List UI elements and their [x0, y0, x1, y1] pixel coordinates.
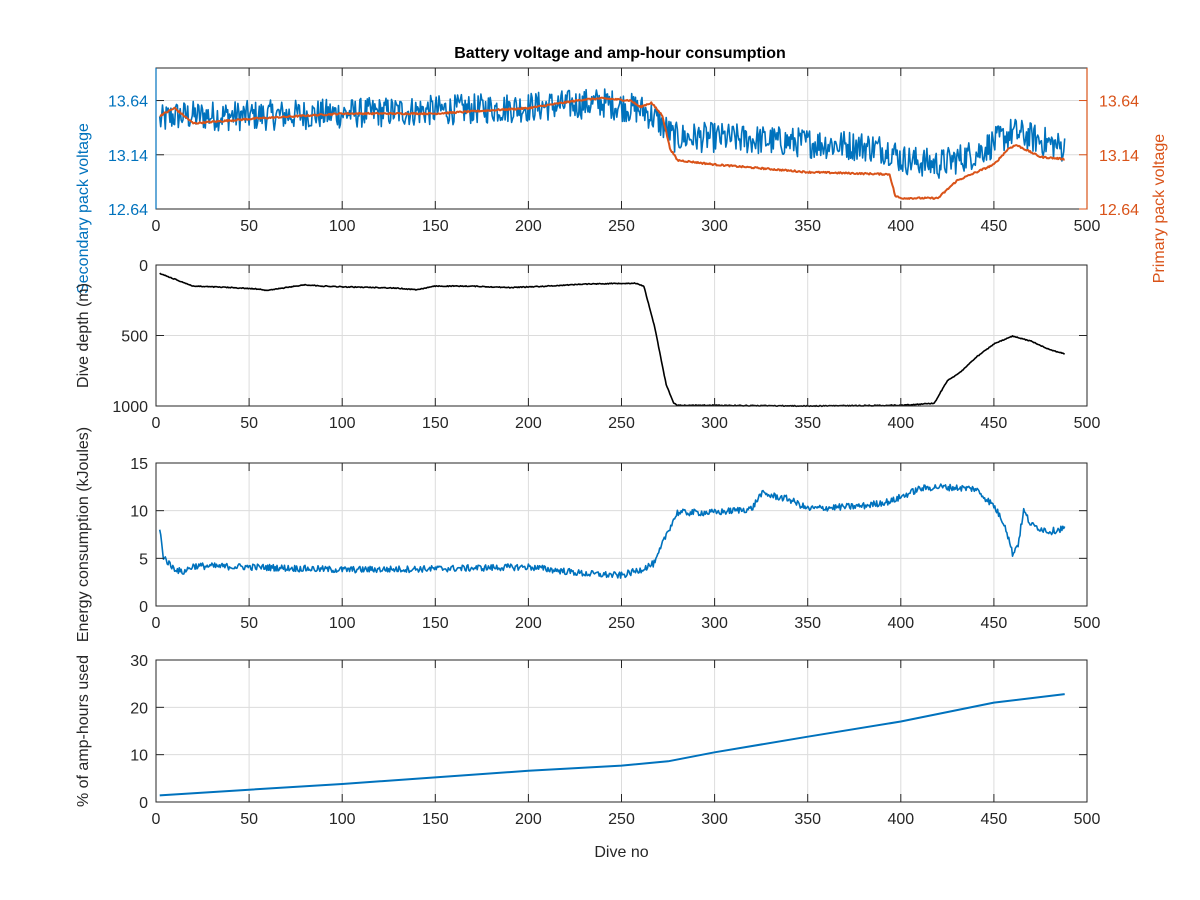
- x-tick-label: 50: [240, 811, 258, 828]
- x-tick-label: 0: [152, 218, 161, 235]
- x-tick-label: 0: [152, 615, 161, 632]
- x-tick-label: 200: [515, 218, 542, 235]
- y2-tick-label: 12.64: [1099, 202, 1139, 219]
- series-line-left-0: [158, 88, 1066, 179]
- y-tick-label: 13.14: [108, 148, 148, 165]
- x-tick-label: 200: [515, 615, 542, 632]
- series-line-main-0: [158, 483, 1066, 579]
- x-axis-label: Dive no: [594, 844, 648, 861]
- x-tick-label: 150: [422, 415, 449, 432]
- x-tick-label: 300: [701, 811, 728, 828]
- x-tick-label: 250: [608, 218, 635, 235]
- y2-axis-label: Primary pack voltage: [1151, 134, 1168, 283]
- x-tick-label: 300: [701, 218, 728, 235]
- x-tick-label: 400: [887, 415, 914, 432]
- x-tick-label: 450: [981, 218, 1008, 235]
- x-tick-label: 100: [329, 615, 356, 632]
- x-tick-label: 400: [887, 811, 914, 828]
- x-tick-label: 450: [981, 811, 1008, 828]
- x-tick-label: 250: [608, 415, 635, 432]
- y-tick-label: 20: [130, 700, 148, 717]
- y-tick-label: 12.64: [108, 202, 148, 219]
- y-tick-label: 0: [139, 258, 148, 275]
- x-tick-label: 500: [1074, 415, 1101, 432]
- y2-tick-label: 13.14: [1099, 148, 1139, 165]
- x-tick-label: 200: [515, 415, 542, 432]
- y-axis-label: % of amp-hours used: [75, 655, 92, 807]
- series-line-main-0: [159, 272, 1065, 408]
- x-tick-label: 100: [329, 415, 356, 432]
- x-tick-label: 500: [1074, 811, 1101, 828]
- x-tick-label: 250: [608, 615, 635, 632]
- amp-hours-panel: 0 50 100 150 200 250 300 350 400 450 500 0 10 20 30 % o…: [75, 653, 1100, 861]
- y-tick-label: 13.64: [108, 94, 148, 111]
- y-axis-label: Energy consumption (kJoules): [75, 427, 92, 642]
- x-tick-label: 300: [701, 615, 728, 632]
- y-tick-label: 1000: [112, 399, 148, 416]
- x-tick-label: 0: [152, 415, 161, 432]
- y-tick-label: 15: [130, 456, 148, 473]
- x-tick-label: 50: [240, 415, 258, 432]
- voltage-panel: 0 50 100 150 200 250 300 350 400 450 50012.6413.14…: [75, 67, 1168, 294]
- x-tick-label: 500: [1074, 218, 1101, 235]
- x-tick-label: 100: [329, 811, 356, 828]
- x-tick-label: 50: [240, 218, 258, 235]
- y-tick-label: 500: [121, 329, 148, 346]
- y-axis-label: Dive depth (m): [75, 283, 92, 388]
- x-tick-label: 50: [240, 615, 258, 632]
- depth-panel: 0 50 100 150 200 250 300 350 400 450 500 0 500 1000 Di…: [75, 258, 1100, 432]
- x-tick-label: 450: [981, 415, 1008, 432]
- x-tick-label: 350: [794, 811, 821, 828]
- y-tick-label: 0: [139, 599, 148, 616]
- x-tick-label: 350: [794, 218, 821, 235]
- x-tick-label: 400: [887, 218, 914, 235]
- series-line-right-1: [159, 96, 1065, 200]
- x-tick-label: 350: [794, 615, 821, 632]
- x-tick-label: 250: [608, 811, 635, 828]
- y-tick-label: 10: [130, 748, 148, 765]
- energy-panel: 0 50 100 150 200 250 300 350 400 450 500 0 5 10 15 Ener…: [75, 427, 1100, 642]
- y-axis-label: Secondary pack voltage: [75, 123, 92, 294]
- x-tick-label: 100: [329, 218, 356, 235]
- x-tick-label: 350: [794, 415, 821, 432]
- x-tick-label: 500: [1074, 615, 1101, 632]
- y-tick-label: 0: [139, 795, 148, 812]
- y-tick-label: 30: [130, 653, 148, 670]
- x-tick-label: 400: [887, 615, 914, 632]
- series-line-main-0: [159, 693, 1065, 797]
- x-tick-label: 300: [701, 415, 728, 432]
- x-tick-label: 200: [515, 811, 542, 828]
- x-tick-label: 0: [152, 811, 161, 828]
- x-tick-label: 450: [981, 615, 1008, 632]
- y-tick-label: 10: [130, 504, 148, 521]
- figure-title: Battery voltage and amp-hour consumption: [454, 45, 786, 62]
- x-tick-label: 150: [422, 615, 449, 632]
- y2-tick-label: 13.64: [1099, 94, 1139, 111]
- y-tick-label: 5: [139, 551, 148, 568]
- x-tick-label: 150: [422, 218, 449, 235]
- x-tick-label: 150: [422, 811, 449, 828]
